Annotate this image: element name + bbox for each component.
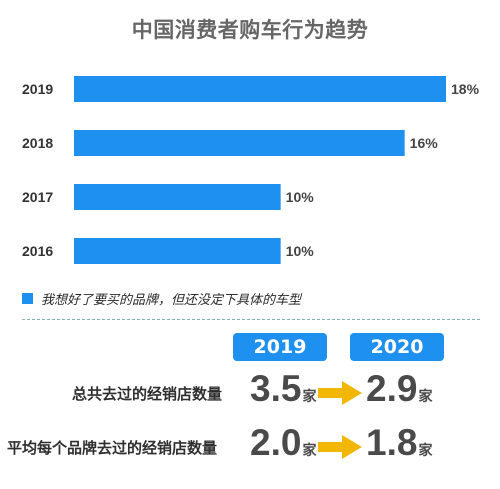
legend-label: 我想好了要买的品牌，但还没定下具体的车型 xyxy=(41,292,302,308)
y-tick-label: 2018 xyxy=(22,135,53,151)
data-label: 16% xyxy=(410,135,439,151)
value-2019-total-dealers: 3.5家 xyxy=(250,368,316,410)
value-number: 3.5 xyxy=(250,368,302,409)
data-label: 18% xyxy=(451,81,480,97)
value-unit: 家 xyxy=(302,442,317,458)
bar-chart: 2019 18% 2018 16% 2017 10% 2016 10% xyxy=(22,76,480,264)
legend-swatch xyxy=(22,292,33,304)
value-unit: 家 xyxy=(302,388,317,404)
year-badge-2019: 2019 xyxy=(233,333,327,361)
bar xyxy=(74,76,446,102)
data-label: 10% xyxy=(286,189,315,205)
legend: 我想好了要买的品牌，但还没定下具体的车型 xyxy=(22,288,301,308)
row-label-total-dealers: 总共去过的经销店数量 xyxy=(72,385,223,403)
right-arrow-icon xyxy=(318,381,362,405)
value-2019-per-brand-dealers: 2.0家 xyxy=(250,422,316,464)
year-badge-2020: 2020 xyxy=(350,333,444,361)
chart-title: 中国消费者购车行为趋势 xyxy=(131,18,369,42)
value-unit: 家 xyxy=(418,388,433,404)
value-number: 1.8 xyxy=(366,422,418,463)
right-arrow-icon xyxy=(318,435,362,459)
value-2020-total-dealers: 2.9家 xyxy=(366,368,432,410)
value-number: 2.9 xyxy=(366,368,418,409)
y-tick-label: 2017 xyxy=(22,189,53,205)
value-number: 2.0 xyxy=(250,422,302,463)
bar xyxy=(74,184,281,210)
bar xyxy=(74,238,281,264)
y-tick-label: 2019 xyxy=(22,81,53,97)
value-unit: 家 xyxy=(418,442,433,458)
row-label-per-brand-dealers: 平均每个品牌去过的经销店数量 xyxy=(7,439,218,457)
bar xyxy=(74,130,405,156)
data-label: 10% xyxy=(286,243,315,259)
y-tick-label: 2016 xyxy=(22,243,53,259)
value-2020-per-brand-dealers: 1.8家 xyxy=(366,422,432,464)
dashed-divider xyxy=(22,319,480,320)
